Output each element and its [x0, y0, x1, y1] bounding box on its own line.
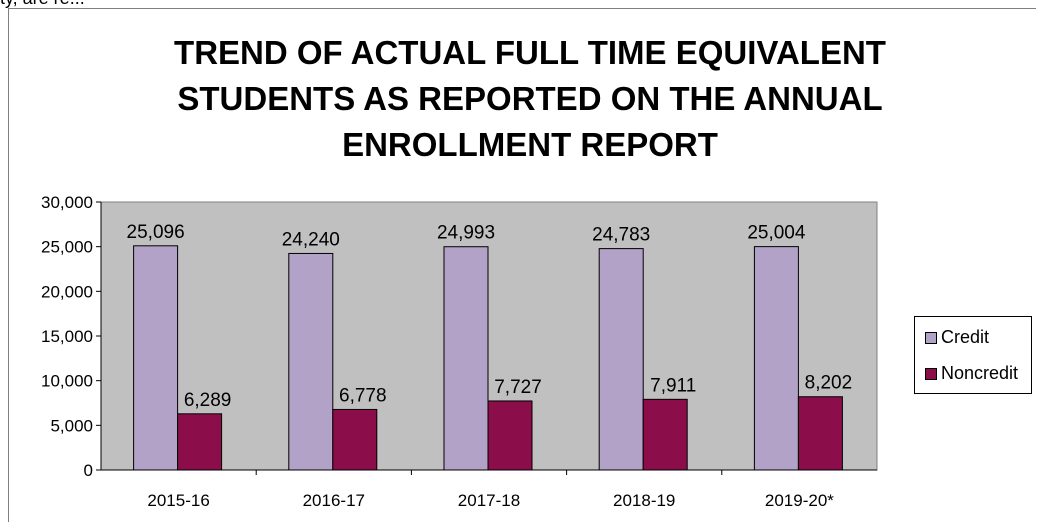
y-tick-label: 30,000	[41, 193, 93, 212]
data-label-credit: 24,240	[282, 229, 340, 250]
x-tick-label: 2017-18	[458, 491, 520, 510]
y-tick-label: 15,000	[41, 327, 93, 346]
x-tick-label: 2015-16	[147, 491, 209, 510]
y-tick-label: 0	[84, 461, 93, 480]
x-tick-label: 2019-20*	[765, 491, 834, 510]
data-label-credit: 25,096	[127, 222, 185, 243]
data-label-credit: 24,783	[592, 225, 650, 246]
bar-noncredit	[332, 408, 378, 471]
bar-noncredit	[177, 413, 223, 471]
chart-title-line: TREND OF ACTUAL FULL TIME EQUIVALENT	[174, 34, 886, 71]
x-tick-label: 2016-17	[303, 491, 365, 510]
chart-title: TREND OF ACTUAL FULL TIME EQUIVALENT STU…	[60, 30, 1000, 168]
legend-item-credit: Credit	[925, 327, 989, 348]
chart-title-line: ENROLLMENT REPORT	[342, 126, 718, 163]
data-label-noncredit: 7,727	[494, 377, 542, 398]
y-tick-label: 25,000	[41, 238, 93, 257]
y-tick-label: 20,000	[41, 282, 93, 301]
legend-item-noncredit: Noncredit	[925, 363, 1018, 384]
legend-swatch-noncredit	[925, 367, 937, 380]
bar-noncredit	[642, 398, 688, 471]
data-label-credit: 25,004	[747, 223, 806, 244]
bar-credit	[288, 252, 334, 471]
bar-noncredit	[487, 400, 533, 471]
bar-credit	[598, 248, 644, 471]
legend-swatch-credit	[925, 331, 937, 344]
data-label-noncredit: 6,289	[184, 390, 232, 411]
data-label-noncredit: 6,778	[339, 385, 387, 406]
legend-label-credit: Credit	[941, 327, 990, 347]
y-tick-label: 10,000	[41, 372, 93, 391]
chart-title-line: STUDENTS AS REPORTED ON THE ANNUAL	[177, 80, 883, 117]
x-tick-label: 2018-19	[613, 491, 675, 510]
bar-noncredit	[797, 396, 843, 471]
cropped-text-fragment: ty, are re...	[0, 0, 85, 9]
data-label-credit: 24,993	[437, 223, 495, 244]
bar-credit	[753, 246, 799, 471]
bar-credit	[443, 246, 489, 471]
data-label-noncredit: 8,202	[805, 373, 853, 394]
legend: Credit Noncredit	[914, 316, 1032, 394]
chart-frame	[8, 8, 1036, 522]
legend-label-noncredit: Noncredit	[941, 363, 1019, 383]
y-tick-label: 5,000	[50, 416, 93, 435]
bar-credit	[133, 245, 179, 471]
data-label-noncredit: 7,911	[650, 375, 696, 396]
